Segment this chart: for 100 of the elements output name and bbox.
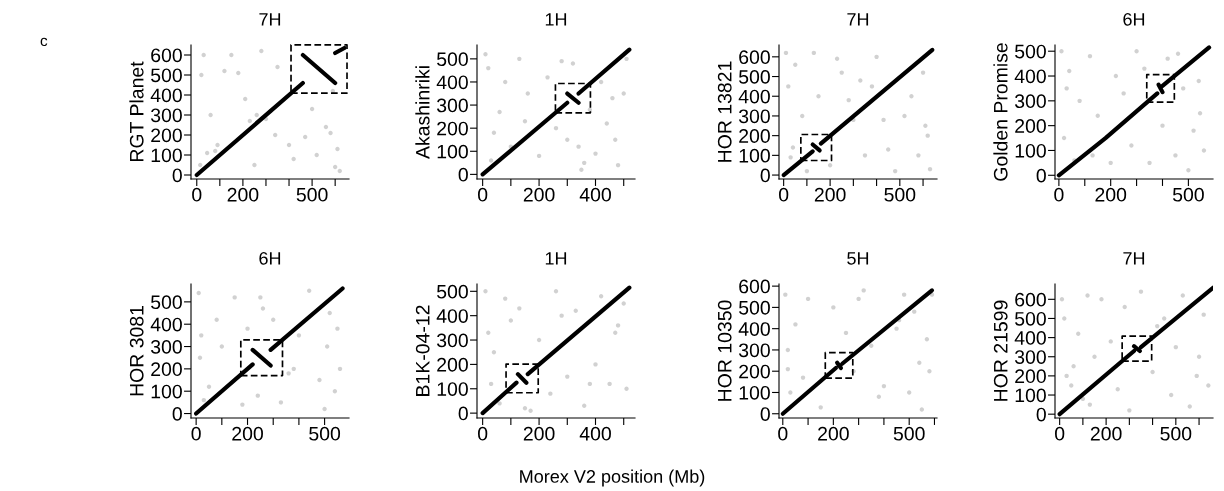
point [306, 288, 312, 293]
point [1092, 354, 1097, 359]
point [919, 407, 925, 412]
point [613, 137, 618, 142]
point [582, 403, 587, 409]
point [1062, 316, 1067, 321]
point [1196, 354, 1202, 359]
point [923, 123, 928, 128]
point [1173, 153, 1178, 158]
point [582, 160, 587, 166]
point [322, 406, 327, 412]
y-axis-title: HOR 10350 [717, 300, 732, 401]
y-tick-label: 400 [436, 75, 468, 90]
point [213, 148, 218, 154]
point [337, 366, 343, 372]
chart-title: 7H [1123, 252, 1145, 265]
point [861, 288, 866, 293]
point [892, 168, 898, 174]
chart-title: 1H [545, 13, 567, 26]
y-tick-label: 600 [739, 279, 770, 294]
point [272, 132, 278, 138]
point [874, 54, 879, 60]
point [275, 64, 280, 70]
y-tick-label: 500 [437, 52, 468, 67]
y-tick-label: 500 [1015, 44, 1046, 59]
x-tick-label: 500 [1172, 187, 1204, 202]
point [337, 168, 342, 174]
y-tick-label: 200 [151, 128, 182, 143]
point [624, 386, 629, 391]
point [1194, 373, 1199, 379]
point [214, 317, 219, 322]
y-axis-title: HOR 3081 [129, 306, 144, 396]
point [199, 72, 204, 78]
point [1067, 68, 1072, 74]
chart-title: 1H [545, 252, 567, 265]
point [924, 337, 930, 342]
y-tick-label: 500 [739, 300, 770, 315]
point [869, 84, 875, 89]
point [1059, 49, 1064, 54]
point [1095, 113, 1100, 118]
point [1077, 98, 1082, 104]
point [491, 130, 497, 135]
point [1087, 402, 1093, 407]
y-tick-label: 0 [760, 168, 770, 183]
point [483, 289, 488, 294]
point [827, 163, 833, 168]
x-tick-label: 0 [1055, 426, 1065, 441]
y-axis-title: RGT Planet [129, 61, 144, 162]
point [328, 130, 333, 136]
point [790, 145, 796, 150]
point [788, 155, 793, 160]
point [624, 56, 629, 62]
point [920, 70, 926, 75]
point [576, 144, 581, 149]
point [1108, 160, 1113, 166]
chart-title: 5H [847, 252, 869, 265]
y-tick-label: 400 [150, 317, 182, 332]
point [302, 134, 308, 140]
point [486, 65, 491, 71]
point [901, 292, 907, 297]
point [1187, 404, 1192, 409]
point [927, 369, 932, 374]
point [786, 84, 791, 89]
point [862, 153, 868, 158]
point [247, 118, 253, 124]
point [1150, 369, 1155, 375]
y-tick-label: 500 [151, 68, 182, 83]
y-tick-label: 0 [760, 407, 770, 421]
point [1113, 73, 1119, 79]
x-tick-label: 200 [814, 187, 846, 202]
point [1160, 123, 1165, 128]
x-tick-label: 500 [309, 426, 341, 441]
x-tick-label: 0 [779, 187, 789, 202]
y-tick-label: 600 [151, 48, 182, 63]
point [1127, 408, 1132, 413]
point [886, 147, 891, 152]
y-tick-label: 200 [739, 364, 770, 379]
point [831, 305, 836, 310]
point [497, 401, 502, 406]
point [196, 290, 201, 296]
y-axis-title: HOR 13821 [717, 61, 732, 162]
point [1076, 331, 1081, 336]
point [839, 70, 844, 75]
point [204, 150, 210, 156]
point [909, 94, 914, 99]
point [793, 62, 798, 67]
point [335, 326, 340, 331]
point [291, 366, 296, 372]
point [240, 402, 245, 407]
x-tick-label: 0 [478, 187, 488, 202]
point [593, 151, 598, 156]
y-axis-title: HOR 21599 [993, 300, 1008, 401]
point [1173, 344, 1179, 350]
point [785, 366, 791, 372]
y-tick-label: 400 [738, 322, 770, 336]
point [525, 91, 530, 96]
point [255, 393, 260, 398]
point [1197, 111, 1203, 116]
x-tick-label: 200 [523, 426, 555, 441]
point [517, 56, 522, 62]
